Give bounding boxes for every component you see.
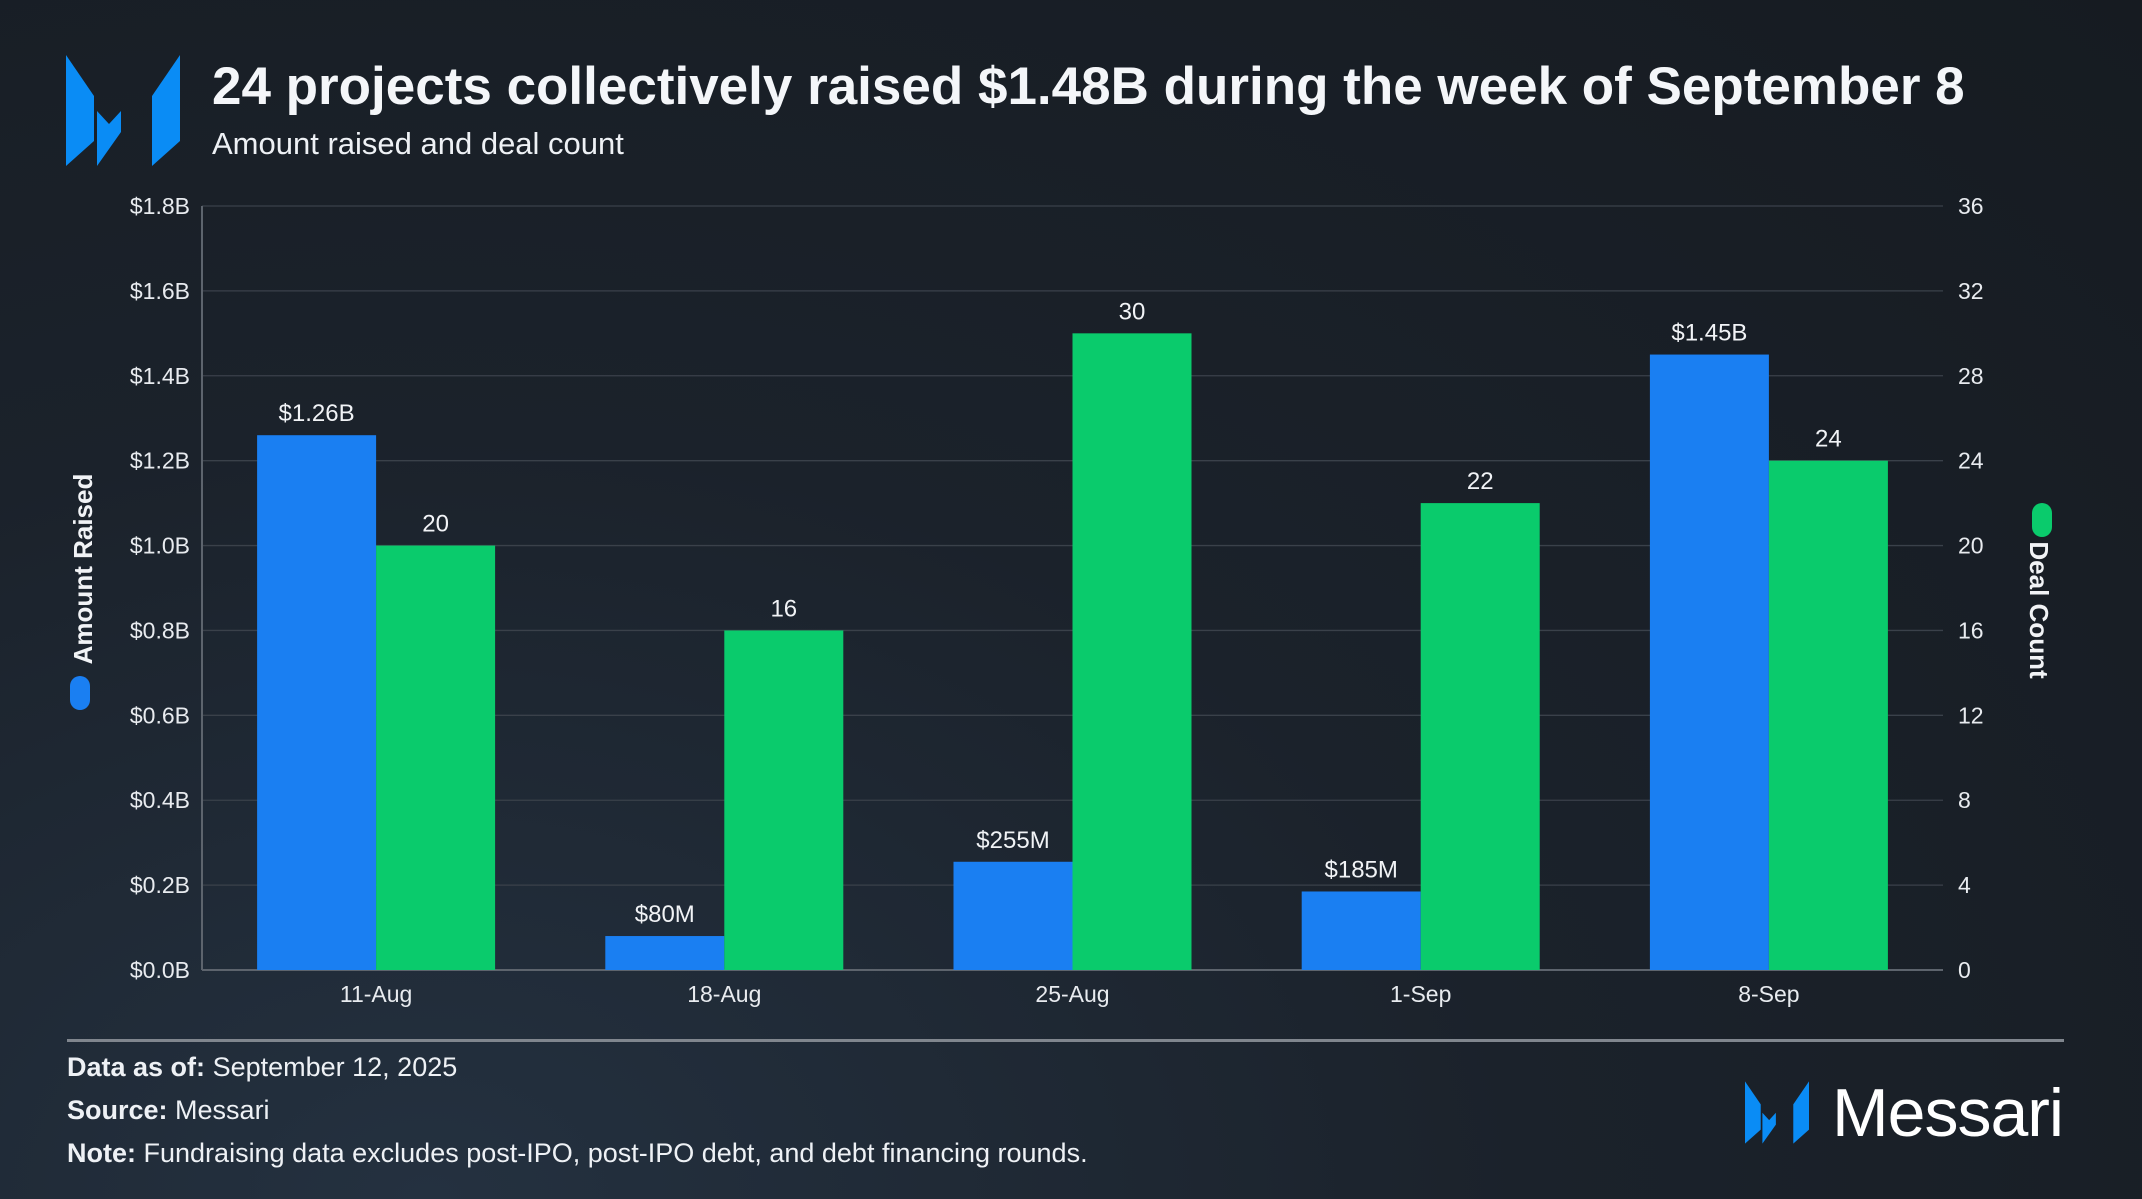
x-tick-label: 8-Sep bbox=[1738, 981, 1799, 1007]
footer-note: Note: Fundraising data excludes post-IPO… bbox=[67, 1138, 1088, 1169]
y-tick-label: $1.4B bbox=[130, 363, 190, 389]
amount-data-label: $80M bbox=[635, 901, 695, 928]
right-axis-label: Deal Count bbox=[2024, 541, 2054, 679]
amount-bar bbox=[605, 936, 725, 970]
source-value: Messari bbox=[175, 1095, 270, 1125]
y2-tick-label: 28 bbox=[1958, 363, 1984, 389]
deal-count-bar bbox=[724, 630, 844, 970]
y2-tick-label: 0 bbox=[1958, 957, 1971, 983]
x-tick-label: 18-Aug bbox=[687, 981, 761, 1007]
y-tick-label: $0.0B bbox=[130, 957, 190, 983]
y2-tick-label: 36 bbox=[1958, 193, 1984, 219]
y-tick-label: $0.2B bbox=[130, 872, 190, 898]
deal-count-data-label: 24 bbox=[1815, 426, 1842, 453]
deal-count-bar bbox=[376, 545, 496, 970]
amount-data-label: $185M bbox=[1325, 856, 1398, 883]
amount-bar bbox=[953, 861, 1073, 970]
y-tick-label: $0.8B bbox=[130, 617, 190, 643]
x-tick-label: 11-Aug bbox=[340, 981, 412, 1007]
chart-subtitle: Amount raised and deal count bbox=[212, 126, 624, 161]
amount-bar bbox=[257, 435, 377, 970]
y2-tick-label: 16 bbox=[1958, 617, 1984, 643]
y-tick-label: $1.6B bbox=[130, 278, 190, 304]
x-tick-label: 1-Sep bbox=[1390, 981, 1451, 1007]
note-value: Fundraising data excludes post-IPO, post… bbox=[143, 1138, 1088, 1168]
x-tick-label: 25-Aug bbox=[1035, 981, 1109, 1007]
deal-count-data-label: 16 bbox=[770, 595, 797, 622]
footer-source: Source: Messari bbox=[67, 1095, 270, 1126]
left-axis-title: Amount Raised bbox=[68, 474, 98, 710]
note-label: Note: bbox=[67, 1138, 136, 1168]
amount-bar bbox=[1649, 354, 1769, 970]
date-value: September 12, 2025 bbox=[212, 1052, 458, 1082]
messari-brand-icon bbox=[1745, 1081, 1809, 1144]
y2-tick-label: 20 bbox=[1958, 533, 1984, 559]
footer-date: Data as of: September 12, 2025 bbox=[67, 1052, 457, 1083]
y2-tick-label: 8 bbox=[1958, 787, 1971, 813]
y-tick-label: $0.4B bbox=[130, 787, 190, 813]
deal-count-data-label: 30 bbox=[1119, 298, 1146, 325]
y2-tick-label: 4 bbox=[1958, 872, 1971, 898]
footer-divider bbox=[67, 1039, 2064, 1042]
deal-count-data-label: 20 bbox=[422, 511, 449, 538]
amount-legend-swatch bbox=[70, 676, 90, 710]
amount-data-label: $1.45B bbox=[1671, 320, 1747, 347]
y-tick-label: $0.6B bbox=[130, 702, 190, 728]
source-label: Source: bbox=[67, 1095, 168, 1125]
deal-count-bar bbox=[1072, 333, 1192, 970]
y2-tick-label: 24 bbox=[1958, 448, 1984, 474]
y2-tick-label: 12 bbox=[1958, 702, 1984, 728]
y2-tick-label: 32 bbox=[1958, 278, 1984, 304]
deal-count-data-label: 22 bbox=[1467, 468, 1494, 495]
right-axis-title: Deal Count bbox=[2024, 503, 2054, 679]
amount-data-label: $255M bbox=[976, 827, 1049, 854]
brand-wordmark: Messari bbox=[1832, 1075, 2064, 1151]
y-tick-label: $1.2B bbox=[130, 448, 190, 474]
left-axis-label: Amount Raised bbox=[68, 474, 98, 665]
deal-count-bar bbox=[1420, 503, 1540, 970]
y-tick-label: $1.0B bbox=[130, 533, 190, 559]
date-label: Data as of: bbox=[67, 1052, 206, 1082]
chart-title: 24 projects collectively raised $1.48B d… bbox=[212, 57, 1965, 116]
y-tick-label: $1.8B bbox=[130, 193, 190, 219]
deal-count-bar bbox=[1768, 460, 1888, 970]
amount-data-label: $1.26B bbox=[279, 400, 355, 427]
amount-bar bbox=[1301, 891, 1421, 970]
deals-legend-swatch bbox=[2032, 503, 2052, 537]
messari-logo-icon bbox=[66, 55, 180, 166]
